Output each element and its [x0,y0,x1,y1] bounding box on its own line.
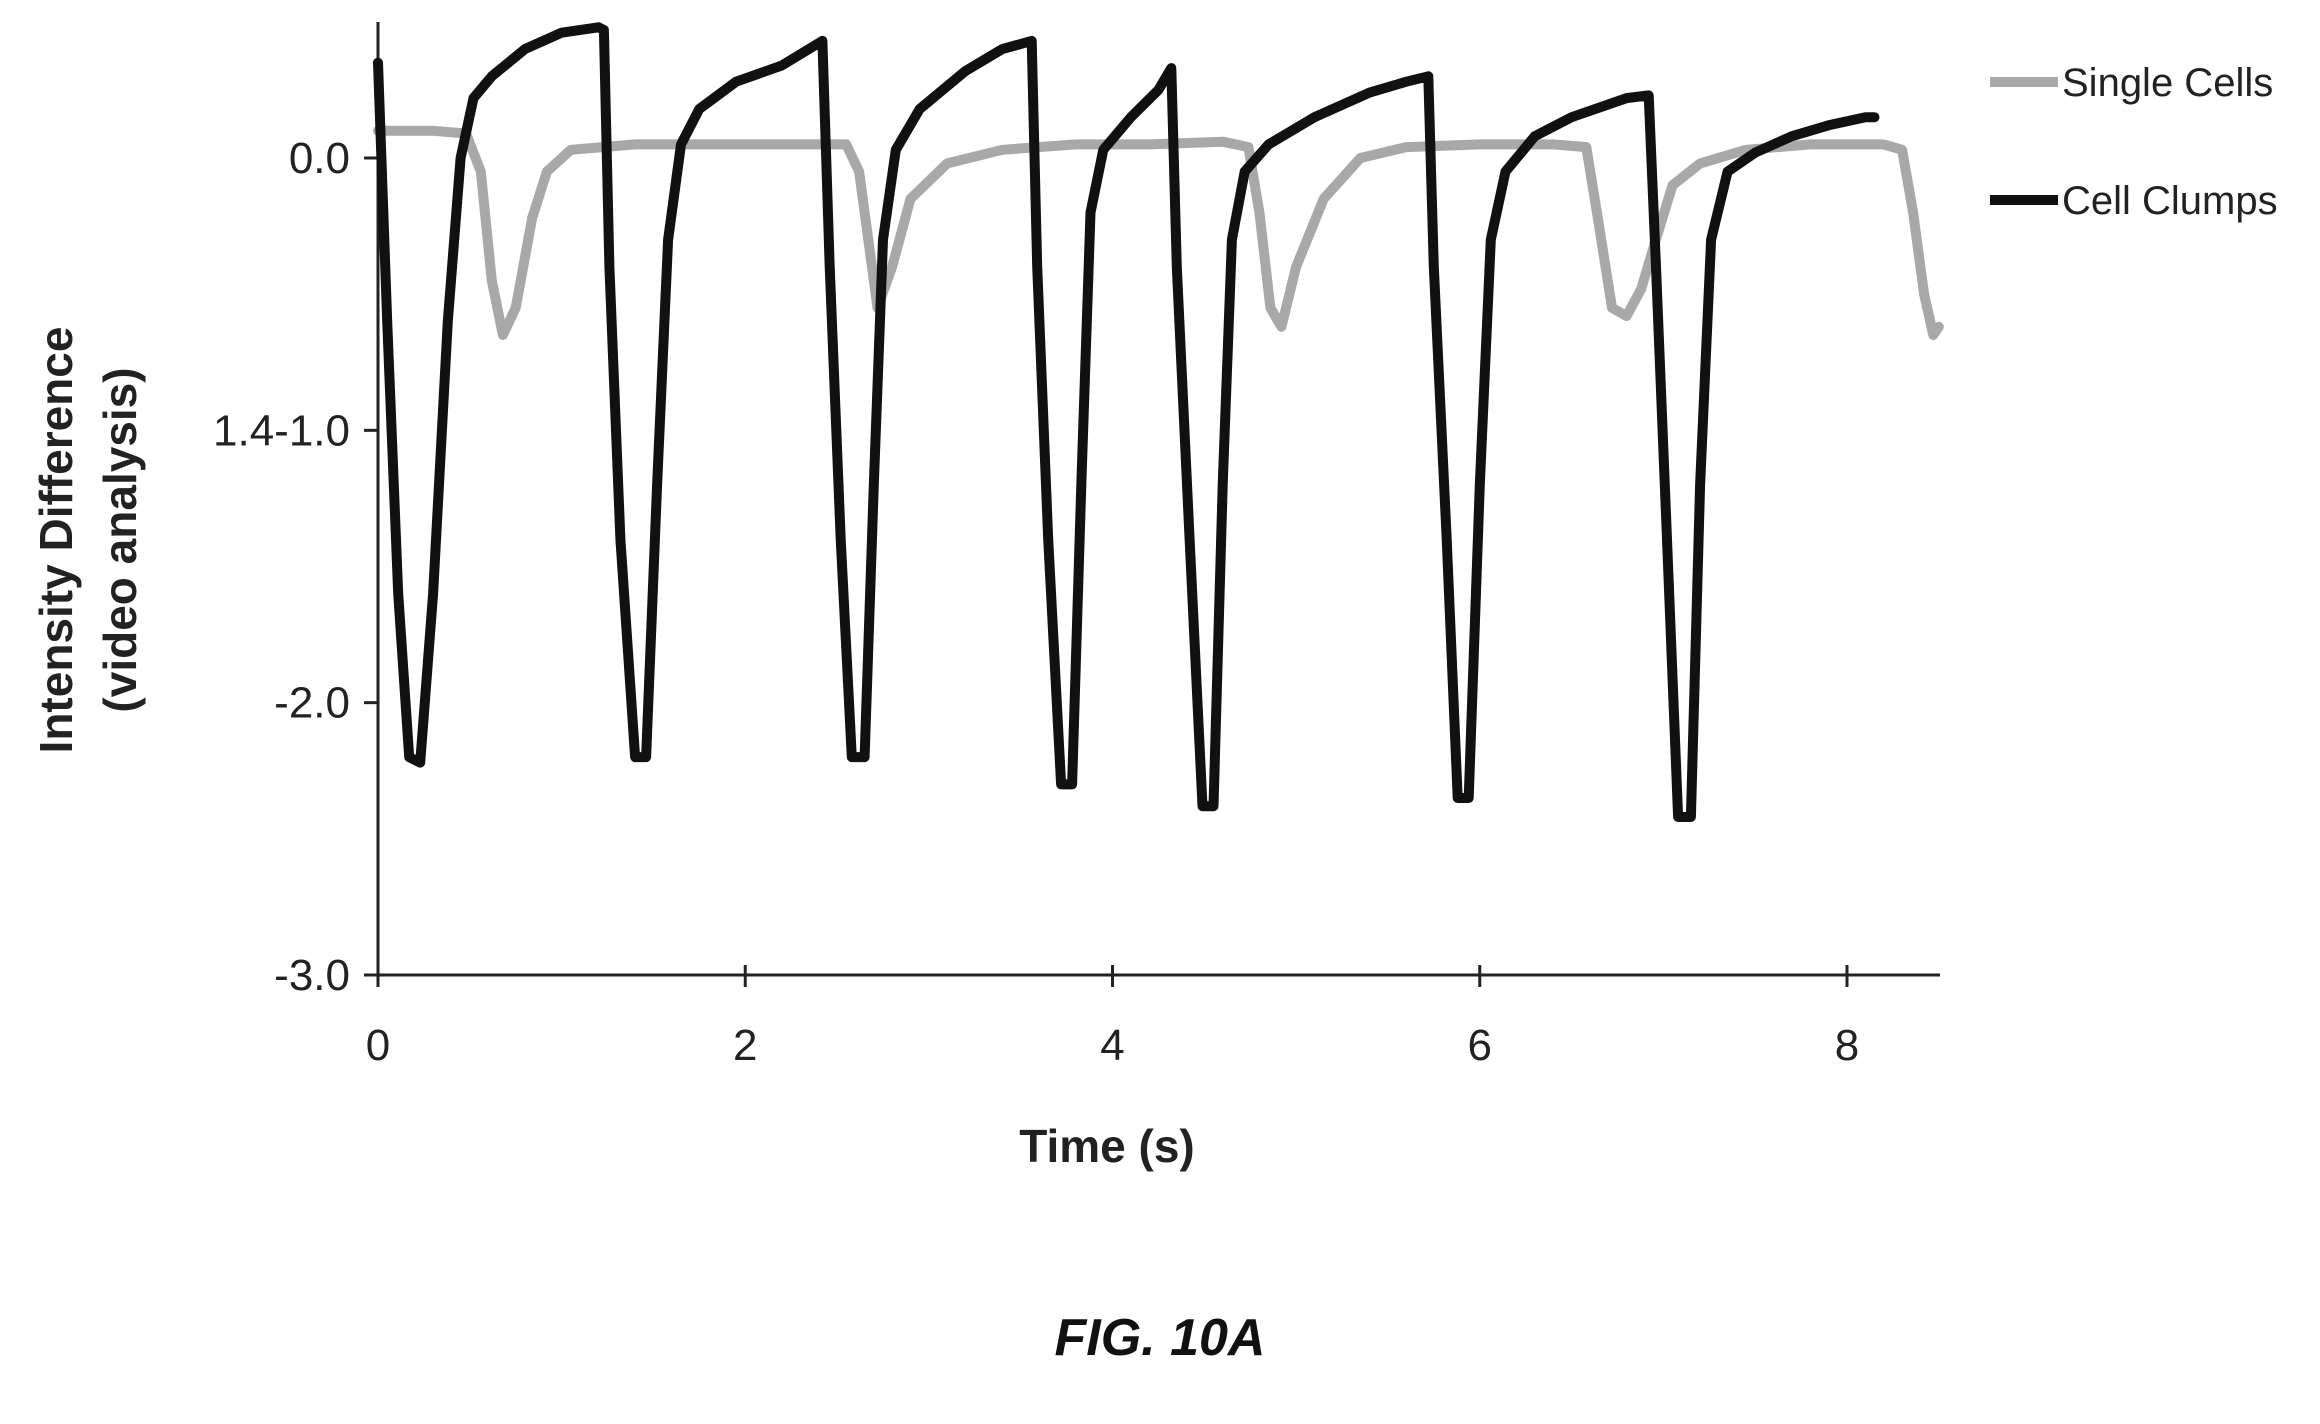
y-axis-ticks: 0.0 1.4-1.0 -2.0 -3.0 [213,134,378,1000]
x-tick-label: 4 [1100,1021,1124,1070]
legend-label-cell-clumps: Cell Clumps [2062,179,2278,223]
x-axis-title: Time (s) [1019,1120,1195,1172]
series-line-single-cells [373,125,1944,340]
y-tick-label: -3.0 [274,951,350,1000]
series-layer [373,22,1944,822]
legend-label-single-cells: Single Cells [2062,61,2273,105]
y-tick-label: 0.0 [289,134,350,183]
y-axis-title-line-2: (video analysis) [94,367,146,712]
figure-caption: FIG. 10A [1055,1309,1266,1367]
x-tick-label: 8 [1835,1021,1859,1070]
y-axis-title: Intensity Difference (video analysis) [30,327,146,754]
y-axis-title-line-1: Intensity Difference [30,327,82,754]
x-tick-label: 6 [1468,1021,1492,1070]
y-tick-label: 1.4-1.0 [213,406,350,455]
legend: Single Cells Cell Clumps [1990,61,2278,223]
series-line-cell-clumps [373,22,1880,822]
y-tick-label: -2.0 [274,679,350,728]
x-tick-label: 2 [733,1021,757,1070]
x-axis-ticks: 0 2 4 6 8 [366,965,1859,1070]
x-tick-label: 0 [366,1021,390,1070]
plot-area: 0.0 1.4-1.0 -2.0 -3.0 0 2 4 6 8 [213,22,1944,1070]
